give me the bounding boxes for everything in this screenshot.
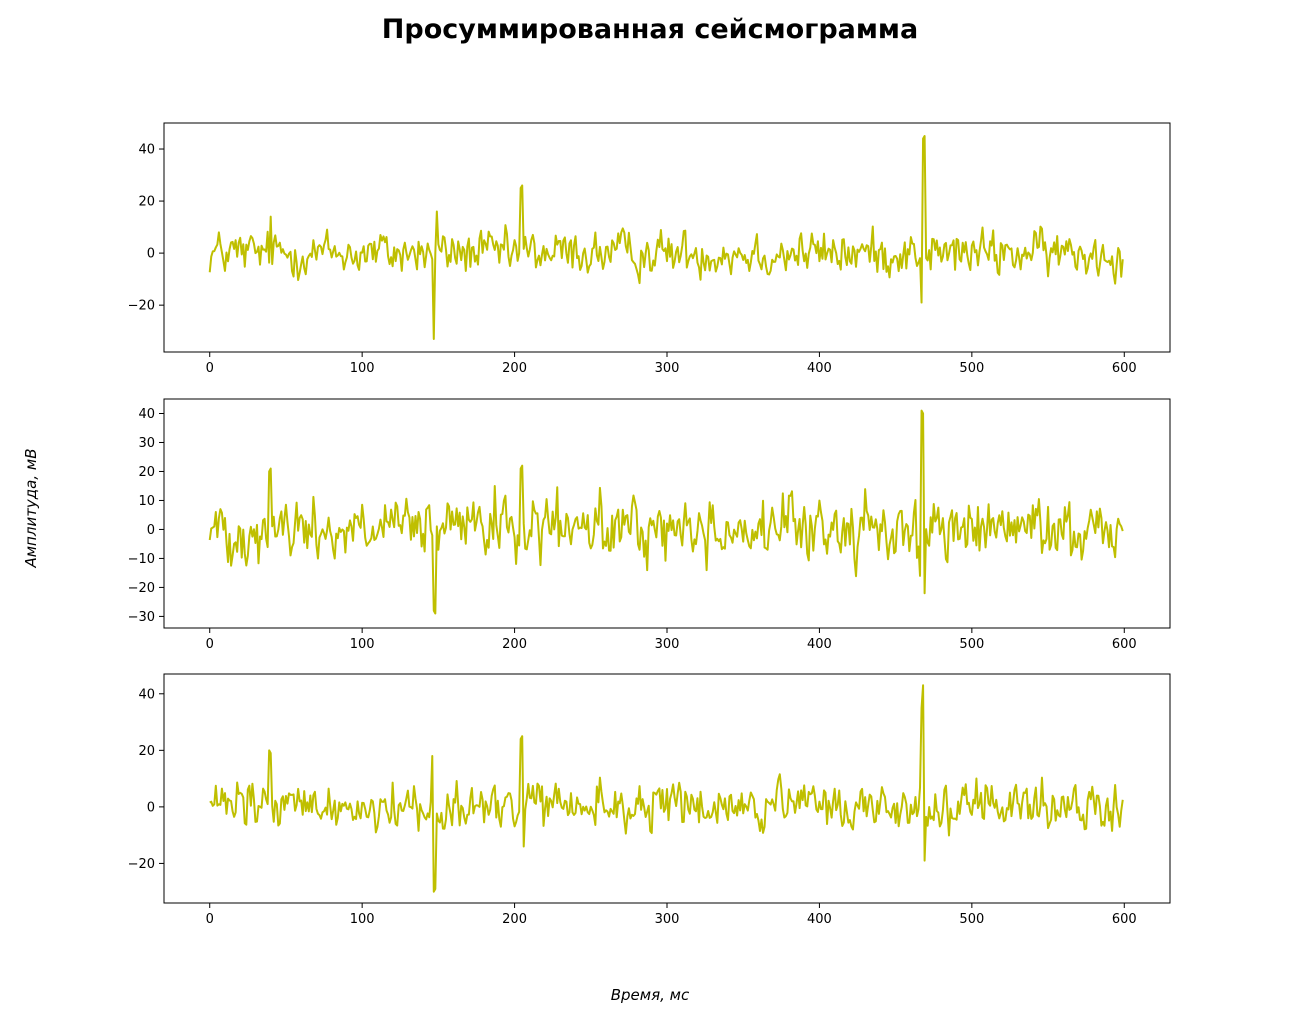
y-tick-label: 20 (138, 744, 155, 759)
x-tick-label: 600 (1112, 637, 1137, 652)
y-tick-label: 0 (147, 800, 155, 815)
y-tick-label: 20 (138, 195, 155, 210)
x-tick-label: 100 (350, 912, 375, 927)
x-tick-label: 200 (502, 361, 527, 376)
x-tick-label: 200 (502, 912, 527, 927)
subplot-1: 0 100 200 300 400 500 600 −20 0 20 40 (128, 122, 1171, 376)
y-tick-label: 20 (138, 465, 155, 480)
y-tick-label: −10 (128, 552, 155, 567)
y-tick-label: −30 (128, 610, 155, 625)
x-tick-label: 300 (655, 912, 680, 927)
x-tick-label: 0 (206, 361, 214, 376)
x-tick-label: 600 (1112, 361, 1137, 376)
y-tick-label: −20 (128, 299, 155, 314)
x-axis-label: Время, мс (610, 986, 690, 1004)
y-tick-label: 0 (147, 523, 155, 538)
y-tick-label: −20 (128, 581, 155, 596)
x-tick-label: 500 (959, 361, 984, 376)
x-tick-label: 200 (502, 637, 527, 652)
x-tick-label: 0 (206, 912, 214, 927)
x-tick-label: 500 (959, 912, 984, 927)
axes-frame (163, 122, 1171, 353)
y-tick-label: 40 (138, 143, 155, 158)
y-tick-label: 30 (138, 436, 155, 451)
y-tick-label: −20 (128, 857, 155, 872)
y-tick-label: 40 (138, 687, 155, 702)
x-tick-label: 100 (350, 361, 375, 376)
series-line (208, 135, 1124, 340)
x-tick-label: 300 (655, 637, 680, 652)
x-tick-label: 400 (807, 912, 832, 927)
x-tick-label: 600 (1112, 912, 1137, 927)
y-tick-label: 10 (138, 494, 155, 509)
x-tick-label: 300 (655, 361, 680, 376)
x-tick-label: 0 (206, 637, 214, 652)
series-line (208, 409, 1124, 615)
subplot-2: 0 100 200 300 400 500 600 −30 −20 −10 0 10 20 30 40 (128, 398, 1171, 652)
subplot-3: 0 100 200 300 400 500 600 −20 0 20 40 (128, 673, 1171, 927)
x-tick-label: 100 (350, 637, 375, 652)
x-tick-label: 500 (959, 637, 984, 652)
y-tick-label: 40 (138, 407, 155, 422)
x-tick-label: 400 (807, 637, 832, 652)
x-tick-label: 400 (807, 361, 832, 376)
y-tick-label: 0 (147, 247, 155, 262)
figure-title: Просуммированная сейсмограмма (381, 14, 919, 45)
series-line (209, 684, 1124, 893)
